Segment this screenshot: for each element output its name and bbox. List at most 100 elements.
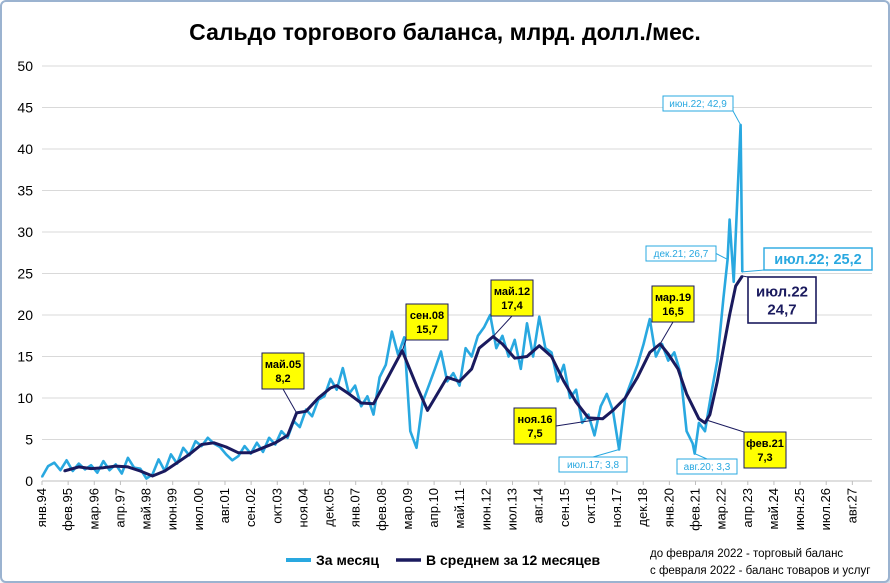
- data-point: [452, 372, 455, 374]
- data-point: [360, 405, 363, 408]
- series-line-avg12: [63, 275, 744, 478]
- data-point: [415, 446, 418, 449]
- data-point: [704, 430, 706, 433]
- data-point: [519, 368, 522, 370]
- data-point: [691, 442, 694, 445]
- annotation-label: май.05: [265, 359, 301, 371]
- data-point: [593, 434, 596, 437]
- annotation-9: июн.22; 42,9: [662, 95, 742, 126]
- data-point: [415, 384, 418, 387]
- data-point: [624, 397, 627, 399]
- data-point: [329, 378, 332, 380]
- data-point: [237, 451, 240, 454]
- data-point: [599, 405, 602, 408]
- data-point: [384, 380, 387, 383]
- annotation-label: мар.19: [655, 292, 691, 304]
- annotation-box: [261, 352, 305, 390]
- x-tick-label: янв.94: [34, 488, 49, 527]
- footnote: до февраля 2022 - торговый баланс: [650, 548, 843, 560]
- annotation-box: [490, 279, 534, 317]
- x-tick-label: янв.07: [348, 488, 363, 527]
- data-point: [213, 441, 215, 444]
- data-point: [127, 456, 129, 459]
- x-tick-label: апр.97: [112, 488, 127, 528]
- annotation-box: [747, 276, 817, 324]
- annotation-label: май.12: [494, 286, 530, 298]
- annotation-box: [558, 456, 628, 473]
- annotation-label: фев.21: [746, 438, 784, 450]
- annotation-leader: [742, 275, 749, 278]
- data-point: [139, 467, 142, 470]
- data-point: [182, 446, 185, 449]
- data-point: [562, 380, 565, 383]
- x-tick-label: июл.26: [818, 488, 833, 530]
- annotation-3: мар.19 16,5: [651, 285, 695, 345]
- data-point: [434, 368, 436, 370]
- legend: За месяц В среднем за 12 месяцев: [286, 552, 601, 568]
- annotation-4: ноя.16 7,5: [513, 407, 603, 445]
- data-point: [206, 436, 209, 439]
- data-point: [704, 422, 706, 424]
- data-point: [194, 440, 197, 443]
- data-point: [709, 413, 711, 416]
- data-point: [612, 409, 614, 412]
- data-point: [323, 395, 326, 398]
- x-tick-label: июл.13: [505, 488, 520, 530]
- annotation-label: 8,2: [275, 373, 290, 385]
- data-point: [698, 417, 700, 420]
- y-axis: 0 5 10 15 20 25 30 35 40 45 50: [17, 58, 33, 489]
- data-point: [262, 451, 264, 453]
- data-point: [550, 355, 553, 358]
- annotation-8: дек.21; 26,7: [645, 245, 728, 262]
- annotation-1: сен.08 15,7: [401, 303, 449, 351]
- data-point: [372, 413, 375, 416]
- data-point: [685, 393, 688, 395]
- data-point: [478, 347, 480, 350]
- data-point: [575, 401, 577, 403]
- data-point: [249, 451, 252, 454]
- x-tick-label: мар.96: [86, 488, 101, 529]
- x-tick-label: май.24: [766, 488, 781, 530]
- annotation-label: 7,5: [527, 428, 542, 440]
- y-tick-label: 0: [25, 473, 33, 489]
- data-point: [673, 351, 676, 354]
- annotation-label: 17,4: [501, 300, 523, 312]
- x-tick-label: апр.10: [426, 488, 441, 528]
- data-point: [286, 434, 289, 437]
- data-point: [513, 339, 516, 341]
- data-point: [341, 367, 344, 369]
- data-point: [667, 353, 670, 355]
- data-point: [434, 397, 436, 399]
- data-point: [440, 350, 442, 353]
- data-point: [237, 455, 240, 457]
- data-point: [329, 387, 332, 389]
- data-point: [642, 343, 645, 345]
- data-point: [311, 415, 313, 418]
- data-point: [225, 446, 228, 448]
- data-point: [114, 465, 117, 467]
- data-point: [587, 417, 590, 419]
- data-point: [458, 384, 461, 387]
- annotation-5: фев.21 7,3: [707, 419, 787, 469]
- data-point: [538, 315, 541, 318]
- data-point: [384, 363, 387, 366]
- data-point: [605, 393, 608, 395]
- data-point: [501, 343, 504, 345]
- annotation-label: 16,5: [662, 306, 683, 318]
- data-point: [722, 297, 725, 300]
- annotation-leader: [742, 269, 765, 273]
- data-point: [127, 466, 129, 468]
- x-tick-label: ноя.17: [609, 488, 624, 528]
- data-point: [716, 380, 719, 383]
- data-point: [274, 441, 277, 444]
- annotation-box: [743, 431, 787, 469]
- data-point: [268, 436, 270, 439]
- x-tick-label: окт.03: [269, 488, 284, 524]
- data-point: [41, 476, 43, 478]
- annotation-label: ноя.16: [518, 414, 553, 426]
- data-point: [163, 470, 166, 472]
- x-tick-label: ноя.04: [295, 488, 310, 528]
- data-point: [630, 380, 633, 383]
- data-point: [403, 336, 406, 339]
